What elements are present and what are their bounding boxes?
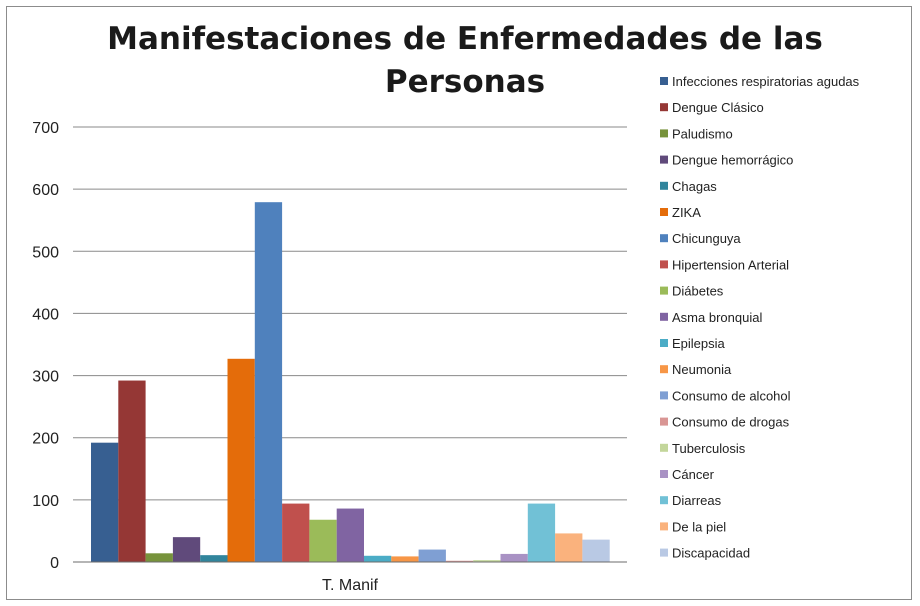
- legend-label: Dengue hemorrágico: [672, 153, 793, 168]
- bar-chart: Manifestaciones de Enfermedades de las P…: [32, 21, 860, 594]
- legend-label: Chicunguya: [672, 231, 741, 246]
- legend-label: Consumo de drogas: [672, 415, 790, 430]
- chart-frame: Manifestaciones de Enfermedades de las P…: [6, 6, 912, 600]
- bar: [145, 553, 173, 562]
- legend-label: Chagas: [672, 179, 717, 194]
- legend-label: Hipertension Arterial: [672, 257, 789, 272]
- legend-swatch: [660, 155, 668, 164]
- legend-swatch: [660, 522, 668, 531]
- bar: [336, 508, 364, 562]
- legend-swatch: [660, 286, 668, 295]
- bar: [527, 503, 556, 562]
- legend-label: Discapacidad: [672, 546, 750, 561]
- legend-swatch: [660, 391, 668, 400]
- legend-swatch: [660, 496, 668, 505]
- legend-swatch: [660, 77, 668, 85]
- y-tick-label: 400: [32, 306, 59, 323]
- legend-swatch: [660, 312, 668, 321]
- legend-label: ZIKA: [672, 205, 701, 220]
- legend-swatch: [660, 417, 668, 426]
- legend-label: Infecciones respiratorias agudas: [672, 74, 860, 89]
- y-tick-label: 700: [32, 120, 59, 137]
- chart-title-line-2: Personas: [385, 64, 545, 100]
- bar: [555, 533, 583, 562]
- legend-swatch: [660, 208, 668, 216]
- x-category-label: T. Manif: [322, 577, 379, 594]
- bar: [473, 560, 501, 562]
- bar: [418, 549, 446, 562]
- y-tick-label: 300: [32, 369, 59, 386]
- legend: Infecciones respiratorias agudas Dengue C…: [660, 74, 860, 561]
- legend-label: Consumo de alcohol: [672, 388, 791, 403]
- y-axis-ticks: 0 100 200 300 400 500 600 700: [32, 120, 59, 572]
- legend-swatch: [660, 234, 668, 243]
- legend-label: Diábetes: [672, 284, 724, 299]
- y-tick-label: 100: [32, 493, 59, 510]
- legend-label: Asma bronquial: [672, 310, 762, 325]
- y-tick-label: 200: [32, 431, 59, 448]
- y-tick-label: 0: [50, 555, 59, 572]
- legend-swatch: [660, 365, 668, 374]
- y-tick-label: 500: [32, 244, 59, 261]
- legend-swatch: [660, 548, 668, 557]
- gridlines: [73, 126, 627, 501]
- y-tick-label: 600: [32, 182, 59, 199]
- bar: [254, 202, 283, 562]
- bar: [445, 560, 474, 562]
- bar: [172, 537, 201, 562]
- bar: [391, 556, 419, 562]
- legend-label: Diarreas: [672, 493, 722, 508]
- bars: [91, 202, 610, 562]
- legend-swatch: [660, 339, 668, 347]
- bar: [200, 555, 228, 562]
- bar: [91, 442, 119, 562]
- bar: [309, 519, 337, 562]
- legend-swatch: [660, 103, 668, 112]
- legend-swatch: [660, 443, 668, 452]
- legend-label: Tuberculosis: [672, 441, 746, 456]
- legend-label: Neumonia: [672, 362, 732, 377]
- legend-label: Cáncer: [672, 467, 715, 482]
- bar: [227, 358, 255, 562]
- legend-label: Paludismo: [672, 126, 733, 141]
- bar: [282, 503, 310, 562]
- legend-label: Epilepsia: [672, 336, 726, 351]
- legend-swatch: [660, 181, 668, 190]
- bar: [582, 539, 610, 562]
- legend-swatch: [660, 260, 668, 269]
- bar: [364, 555, 392, 562]
- legend-swatch: [660, 129, 668, 138]
- legend-swatch: [660, 470, 668, 478]
- legend-label: De la piel: [672, 519, 726, 534]
- bar: [500, 553, 528, 562]
- chart-title-line-1: Manifestaciones de Enfermedades de las: [107, 21, 823, 57]
- bar: [118, 380, 146, 562]
- legend-label: Dengue Clásico: [672, 100, 764, 115]
